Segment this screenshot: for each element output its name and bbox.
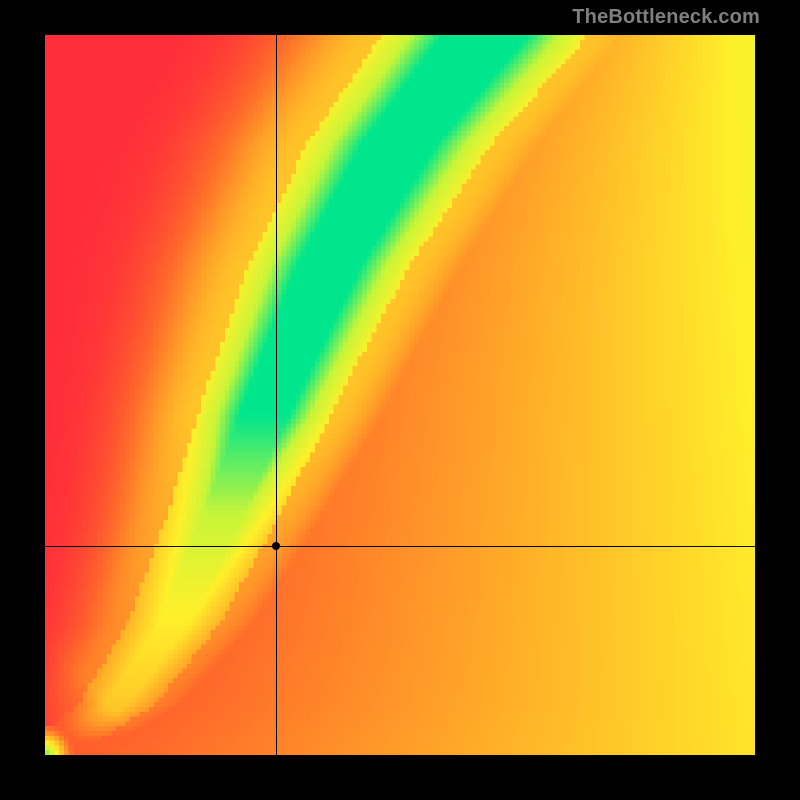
heatmap-canvas — [45, 35, 755, 755]
marker-dot — [272, 542, 280, 550]
watermark-text: TheBottleneck.com — [572, 6, 760, 29]
crosshair-vertical — [276, 35, 277, 755]
heatmap-plot — [45, 35, 755, 755]
chart-container: { "watermark": "TheBottleneck.com", "can… — [0, 0, 800, 800]
crosshair-horizontal — [45, 546, 755, 547]
